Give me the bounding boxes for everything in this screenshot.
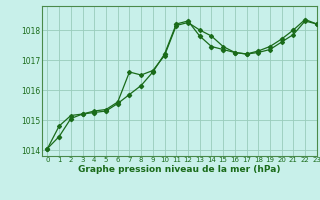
X-axis label: Graphe pression niveau de la mer (hPa): Graphe pression niveau de la mer (hPa) bbox=[78, 165, 280, 174]
